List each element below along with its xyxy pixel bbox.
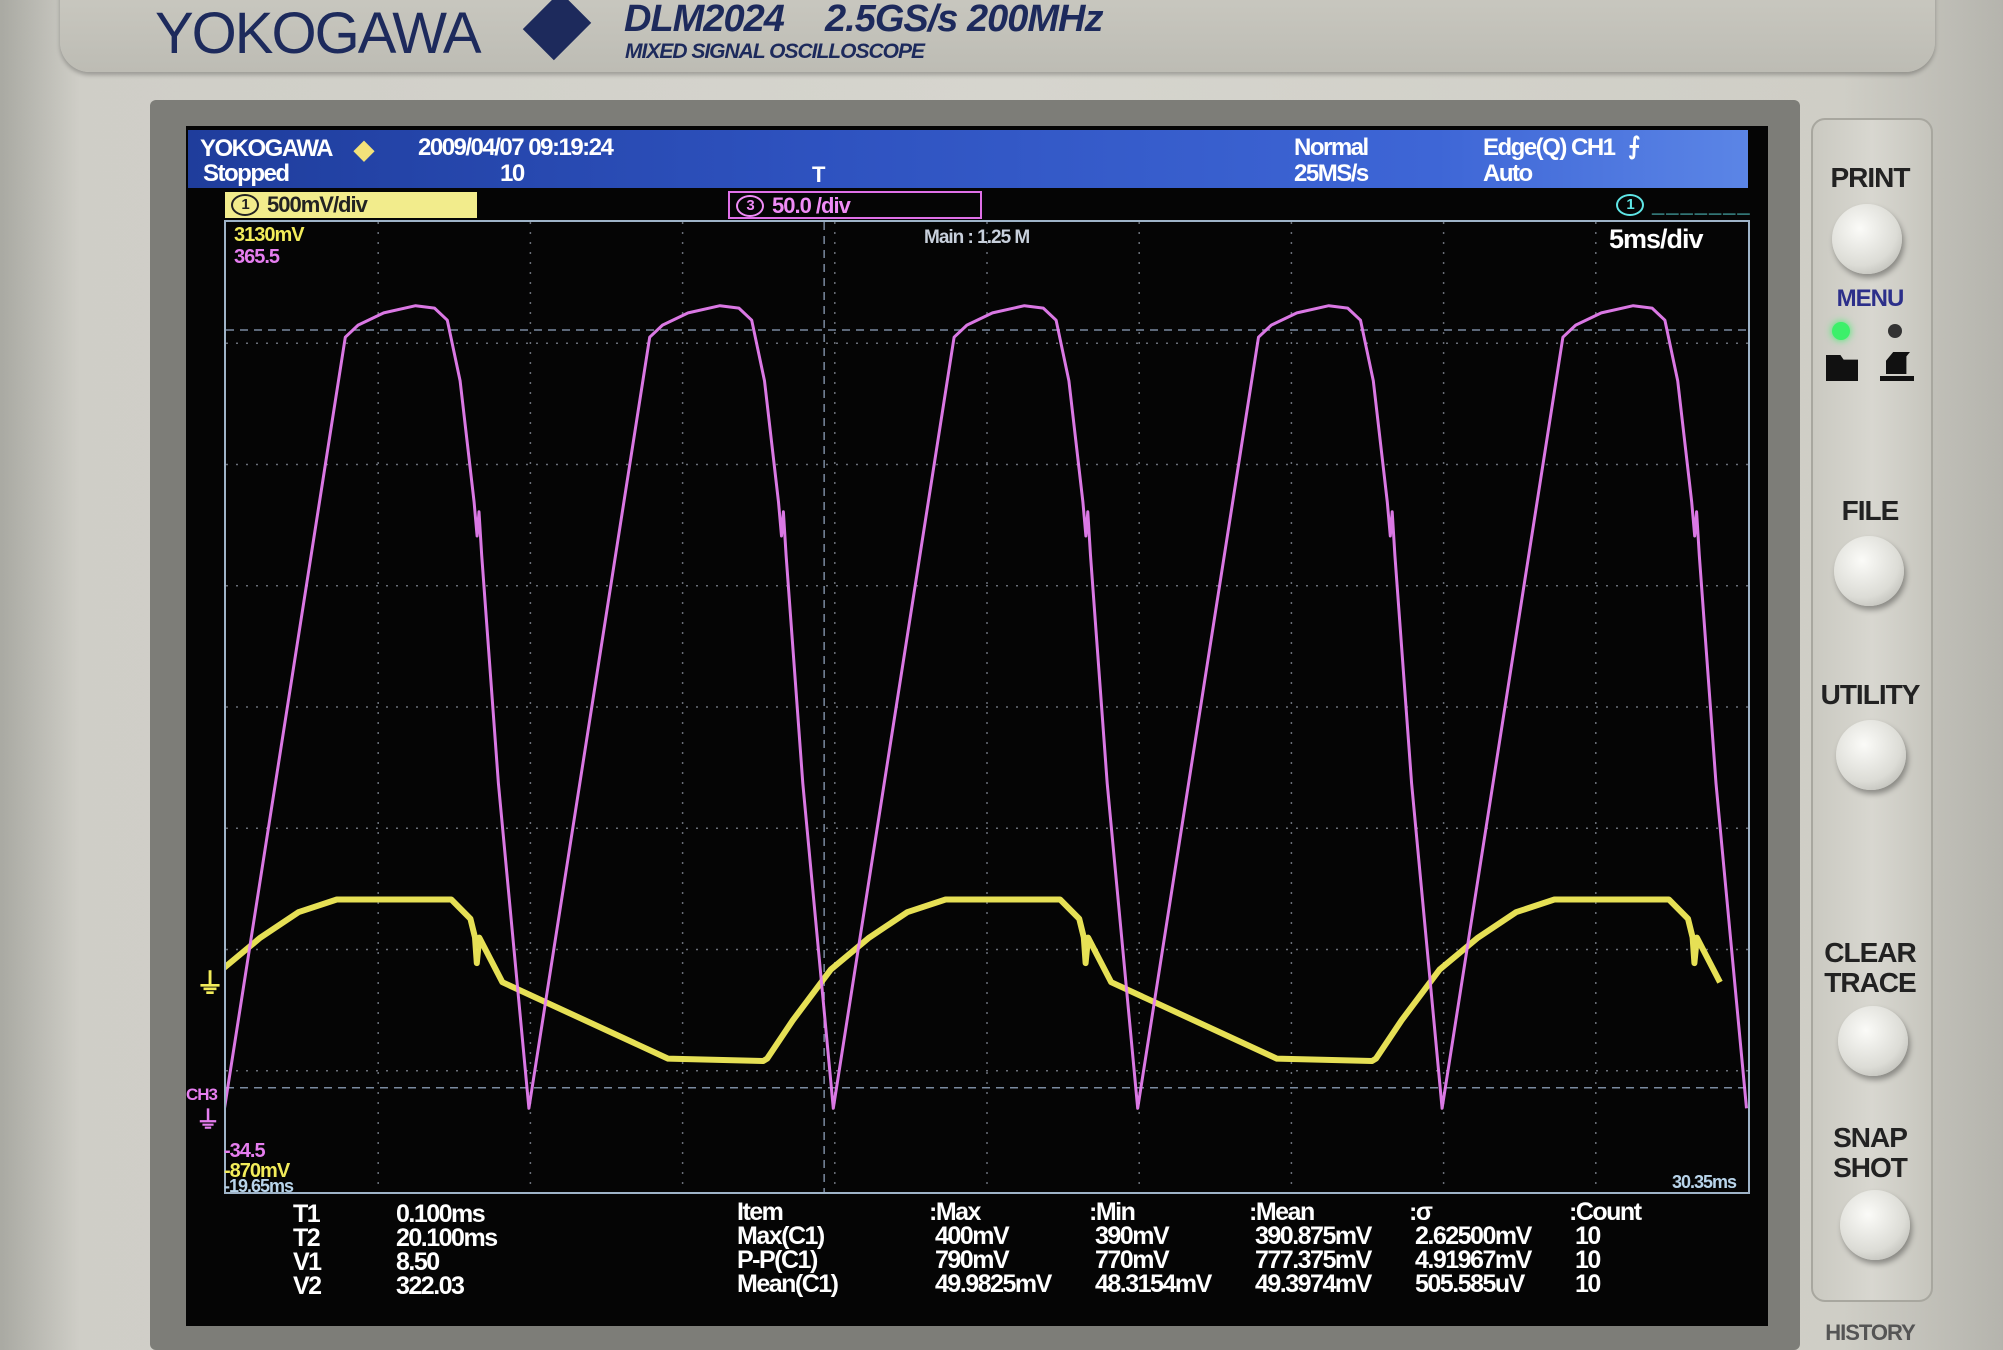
cursor-label: T2 — [293, 1224, 321, 1252]
table-cell: 505.585uV — [1415, 1270, 1525, 1298]
print-label: PRINT — [1830, 162, 1911, 193]
brand-logo: YOKOGAWA — [155, 1, 482, 66]
status-header: YOKOGAWA ◆ 2009/04/07 09:19:24 Stopped 1… — [188, 130, 1748, 188]
table-header: :Max — [929, 1198, 981, 1226]
table-header: Item — [737, 1198, 784, 1226]
table-cell: 390mV — [1095, 1222, 1170, 1250]
ch1-top-label: 3130mV — [234, 224, 305, 246]
snap-shot-button[interactable] — [1840, 1190, 1910, 1260]
table-cell: 49.3974mV — [1255, 1270, 1372, 1298]
acq-count: 10 — [500, 160, 525, 187]
ch3-scale-box[interactable]: 3 50.0 /div — [728, 191, 982, 219]
trace-ch1 — [226, 896, 1723, 1064]
ch3-ground-icon: ⏚ — [196, 1107, 220, 1134]
table-header: :Mean — [1249, 1198, 1315, 1226]
ch1-scale: 500mV/div — [267, 192, 368, 217]
time-right-label: 30.35ms — [1672, 1172, 1737, 1192]
clear-trace-label: CLEAR TRACE — [1811, 938, 1929, 998]
ch3-number-icon: 3 — [736, 195, 764, 217]
print-button[interactable] — [1832, 204, 1902, 274]
trigger-type: Edge(Q) CH1 — [1483, 134, 1616, 161]
snap-shot-line2: SHOT — [1833, 1152, 1908, 1183]
acq-mode: Normal — [1294, 134, 1369, 161]
table-cell: 400mV — [935, 1222, 1010, 1250]
ch3-marker: CH3 — [186, 1085, 218, 1104]
cursor-label: T1 — [293, 1200, 321, 1228]
memory-length: Main : 1.25 M — [924, 227, 1030, 248]
menu-label: MENU — [1836, 285, 1905, 312]
cursor-value: 0.100ms — [396, 1200, 486, 1228]
clear-trace-line2: TRACE — [1824, 967, 1916, 998]
table-cell: 790mV — [935, 1246, 1010, 1274]
table-header: :σ — [1409, 1198, 1433, 1226]
cursor-number-icon: 1 — [1616, 194, 1644, 216]
clear-trace-button[interactable] — [1838, 1006, 1908, 1076]
snap-shot-label: SNAP SHOT — [1811, 1123, 1929, 1183]
cursor-indicator: 1 _______ — [1610, 192, 1752, 218]
file-button[interactable] — [1834, 536, 1904, 606]
clear-trace-line1: CLEAR — [1824, 937, 1916, 968]
trigger-position-icon: T — [812, 162, 825, 187]
rising-edge-icon: ⨍ — [1628, 133, 1641, 160]
table-cell: 390.875mV — [1255, 1222, 1372, 1250]
cursor-value: 20.100ms — [396, 1224, 498, 1252]
table-cell: 48.3154mV — [1095, 1270, 1212, 1298]
ch1-bottom-label: -870mV — [224, 1160, 290, 1182]
cursor-row-v1: V1 8.50 — [293, 1248, 497, 1276]
table-cell: 10 — [1575, 1270, 1601, 1298]
history-label: HISTORY — [1825, 1320, 1916, 1345]
table-cell: 2.62500mV — [1415, 1222, 1532, 1250]
datetime: 2009/04/07 09:19:24 — [418, 134, 614, 161]
waveform-area[interactable]: 3130mV 365.5 Main : 1.25 M 5ms/div -34.5… — [224, 220, 1750, 1196]
button-panel — [1811, 118, 1933, 1302]
table-header: :Min — [1089, 1198, 1136, 1226]
cursor-label: V2 — [293, 1272, 322, 1300]
trigger-mode: Auto — [1483, 160, 1533, 187]
table-cell: 49.9825mV — [935, 1270, 1052, 1298]
cursor-value: 8.50 — [396, 1248, 440, 1276]
timebase: 5ms/div — [1609, 224, 1704, 254]
cursor-row-t1: T1 0.100ms — [293, 1200, 497, 1228]
ch3-top-label: 365.5 — [234, 246, 280, 268]
printer-icon[interactable] — [1880, 352, 1914, 382]
table-cell: Max(C1) — [737, 1222, 825, 1250]
table-cell: 770mV — [1095, 1246, 1170, 1274]
brand-strip — [60, 0, 1935, 72]
cursor-row-v2: V2 322.03 — [293, 1272, 497, 1300]
table-cell: 10 — [1575, 1246, 1601, 1274]
cursor-row-t2: T2 20.100ms — [293, 1224, 498, 1252]
acq-status: Stopped — [203, 160, 290, 187]
file-label: FILE — [1841, 495, 1900, 526]
table-cell: 777.375mV — [1255, 1246, 1372, 1274]
diamond-icon: ◆ — [354, 134, 374, 164]
led-off-icon — [1888, 324, 1902, 338]
ch1-scale-box[interactable]: 1 500mV/div — [225, 192, 477, 218]
table-cell: P-P(C1) — [737, 1246, 818, 1274]
cursor-label: V1 — [293, 1248, 322, 1276]
table-cell: 4.91967mV — [1415, 1246, 1532, 1274]
table-cell: 10 — [1575, 1222, 1601, 1250]
table-header: :Count — [1569, 1198, 1642, 1226]
ch1-ground-icon: ⏚ — [196, 968, 224, 999]
model-spec: 2.5GS/s 200MHz — [825, 0, 1103, 40]
model-subtitle: MIXED SIGNAL OSCILLOSCOPE — [625, 40, 925, 63]
table-cell: Mean(C1) — [737, 1270, 839, 1298]
ch3-bottom-label: -34.5 — [224, 1140, 266, 1162]
cursor-value: 322.03 — [396, 1272, 465, 1300]
trace-ch3 — [226, 304, 1748, 1110]
menu-led-icon — [1832, 322, 1850, 340]
sample-rate: 25MS/s — [1294, 160, 1369, 187]
utility-label: UTILITY — [1820, 679, 1921, 710]
measurement-panel: T1 0.100ms T2 20.100ms V1 8.50 V2 322.03 Ite… — [188, 1198, 1748, 1318]
cursor-readouts: T1 0.100ms T2 20.100ms V1 8.50 V2 322.03 — [293, 1200, 498, 1300]
utility-button[interactable] — [1836, 720, 1906, 790]
ch3-scale: 50.0 /div — [772, 193, 851, 218]
time-left-label: -19.65ms — [224, 1176, 294, 1196]
header-logo: YOKOGAWA — [200, 135, 334, 162]
snap-shot-line1: SNAP — [1833, 1122, 1908, 1153]
ch1-number-icon: 1 — [231, 194, 259, 216]
model-name: DLM2024 — [624, 0, 785, 40]
waveform-plot — [226, 222, 1748, 1192]
